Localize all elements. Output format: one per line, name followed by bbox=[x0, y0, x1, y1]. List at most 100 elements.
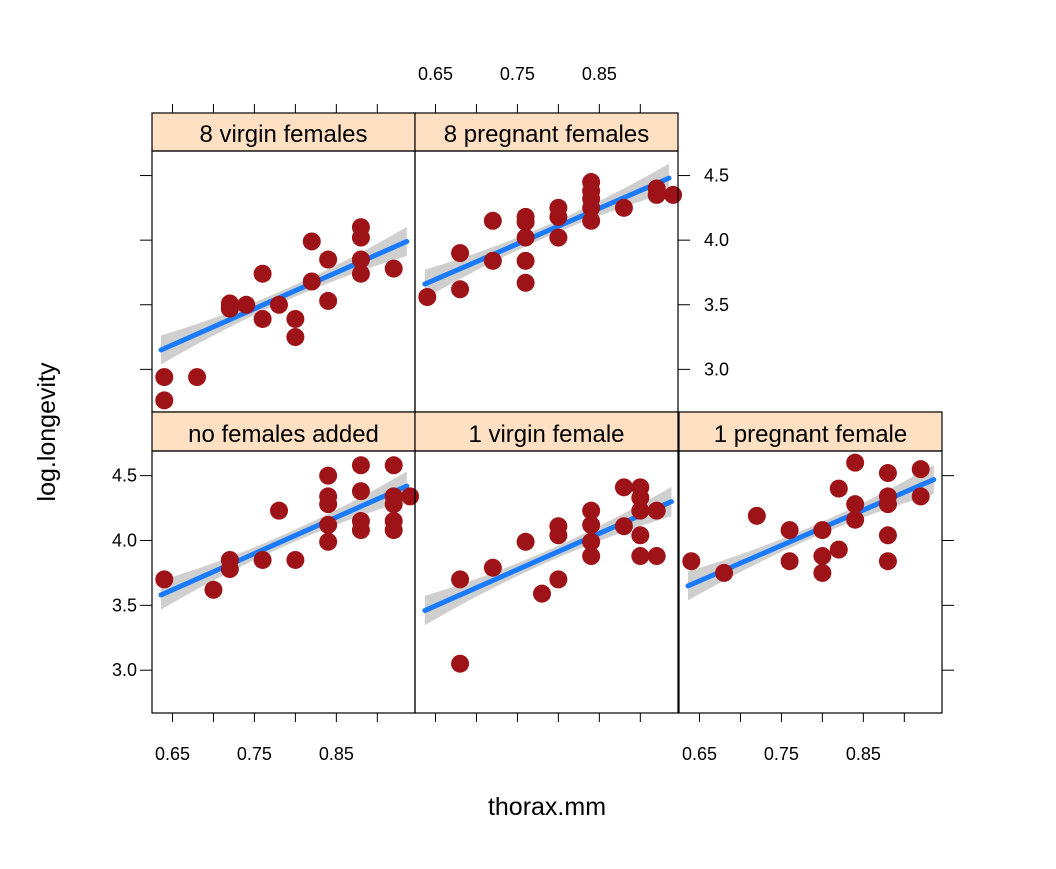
y-tick-label: 3.5 bbox=[704, 295, 729, 315]
y-tick-label: 4.5 bbox=[112, 466, 137, 486]
data-point bbox=[302, 232, 321, 251]
y-tick-label: 4.0 bbox=[112, 530, 137, 550]
data-point bbox=[286, 550, 305, 569]
data-point bbox=[319, 466, 338, 485]
data-point bbox=[846, 495, 865, 514]
data-point bbox=[516, 532, 535, 551]
data-point bbox=[549, 228, 568, 247]
data-point bbox=[204, 580, 223, 599]
data-point bbox=[549, 570, 568, 589]
data-point bbox=[483, 251, 502, 270]
data-point bbox=[516, 228, 535, 247]
data-point bbox=[253, 550, 272, 569]
data-point bbox=[401, 487, 420, 506]
data-point bbox=[911, 487, 930, 506]
data-point bbox=[647, 501, 666, 520]
data-point bbox=[237, 295, 256, 314]
data-point bbox=[813, 521, 832, 540]
data-point bbox=[220, 560, 239, 579]
data-point bbox=[780, 552, 799, 571]
panel-4: 1 pregnant female bbox=[678, 411, 954, 722]
data-point bbox=[780, 521, 799, 540]
data-point bbox=[384, 259, 403, 278]
x-tick-label: 0.85 bbox=[582, 64, 617, 84]
strip-background bbox=[151, 411, 416, 452]
data-point bbox=[582, 211, 601, 230]
data-point bbox=[582, 198, 601, 217]
data-point bbox=[319, 291, 338, 310]
data-point bbox=[253, 264, 272, 283]
strip-label: 1 virgin female bbox=[468, 421, 624, 448]
x-tick-label: 0.85 bbox=[319, 744, 354, 764]
data-point bbox=[319, 250, 338, 269]
y-axis-label: log.longevity bbox=[33, 362, 61, 501]
data-point bbox=[715, 563, 734, 582]
data-point bbox=[155, 391, 174, 410]
data-point bbox=[647, 547, 666, 566]
data-point bbox=[631, 547, 650, 566]
data-point bbox=[549, 207, 568, 226]
data-point bbox=[582, 547, 601, 566]
data-point bbox=[155, 570, 174, 589]
data-point bbox=[384, 495, 403, 514]
data-point bbox=[351, 250, 370, 269]
x-tick-label: 0.75 bbox=[237, 744, 272, 764]
panel-0: 8 virgin females bbox=[140, 104, 416, 413]
fit-line bbox=[422, 175, 672, 287]
data-point bbox=[351, 264, 370, 283]
fit-line bbox=[158, 483, 410, 598]
data-point bbox=[682, 552, 701, 571]
panel-border bbox=[678, 450, 943, 714]
x-tick-label: 0.65 bbox=[682, 744, 717, 764]
data-point bbox=[483, 211, 502, 230]
data-point bbox=[319, 532, 338, 551]
data-point bbox=[516, 213, 535, 232]
data-point bbox=[614, 198, 633, 217]
data-point bbox=[220, 299, 239, 318]
data-point bbox=[384, 521, 403, 540]
data-point bbox=[351, 521, 370, 540]
x-tick-label: 0.65 bbox=[155, 744, 190, 764]
data-point bbox=[451, 280, 470, 299]
data-point bbox=[269, 295, 288, 314]
panel-border bbox=[414, 450, 679, 714]
strip-background bbox=[414, 411, 679, 452]
data-point bbox=[631, 501, 650, 520]
fit-line bbox=[422, 499, 674, 614]
data-point bbox=[155, 368, 174, 387]
data-point bbox=[532, 584, 551, 603]
data-point bbox=[319, 495, 338, 514]
data-point bbox=[878, 495, 897, 514]
data-point bbox=[188, 368, 207, 387]
data-point bbox=[549, 526, 568, 545]
fit-line bbox=[158, 238, 410, 353]
y-tick-label: 4.0 bbox=[704, 230, 729, 250]
strip-label: 8 pregnant females bbox=[444, 121, 649, 148]
data-point bbox=[451, 654, 470, 673]
strip-background bbox=[151, 112, 416, 152]
strip-label: no females added bbox=[188, 421, 379, 448]
data-point bbox=[846, 453, 865, 472]
y-tick-label: 3.0 bbox=[704, 359, 729, 379]
data-point bbox=[582, 501, 601, 520]
data-point bbox=[829, 540, 848, 559]
data-point bbox=[286, 328, 305, 347]
data-point bbox=[516, 273, 535, 292]
data-point bbox=[418, 288, 437, 307]
data-point bbox=[829, 479, 848, 498]
y-tick-label: 3.0 bbox=[112, 660, 137, 680]
data-point bbox=[647, 185, 666, 204]
data-point bbox=[747, 506, 766, 525]
data-point bbox=[451, 244, 470, 263]
data-point bbox=[269, 501, 288, 520]
data-point bbox=[631, 526, 650, 545]
panel-2: no females added bbox=[140, 411, 420, 722]
data-point bbox=[582, 515, 601, 534]
x-tick-label: 0.65 bbox=[418, 64, 453, 84]
strip-background bbox=[678, 411, 943, 452]
data-point bbox=[813, 547, 832, 566]
x-tick-label: 0.85 bbox=[846, 744, 881, 764]
strip-label: 1 pregnant female bbox=[714, 421, 907, 448]
y-tick-label: 4.5 bbox=[704, 166, 729, 186]
